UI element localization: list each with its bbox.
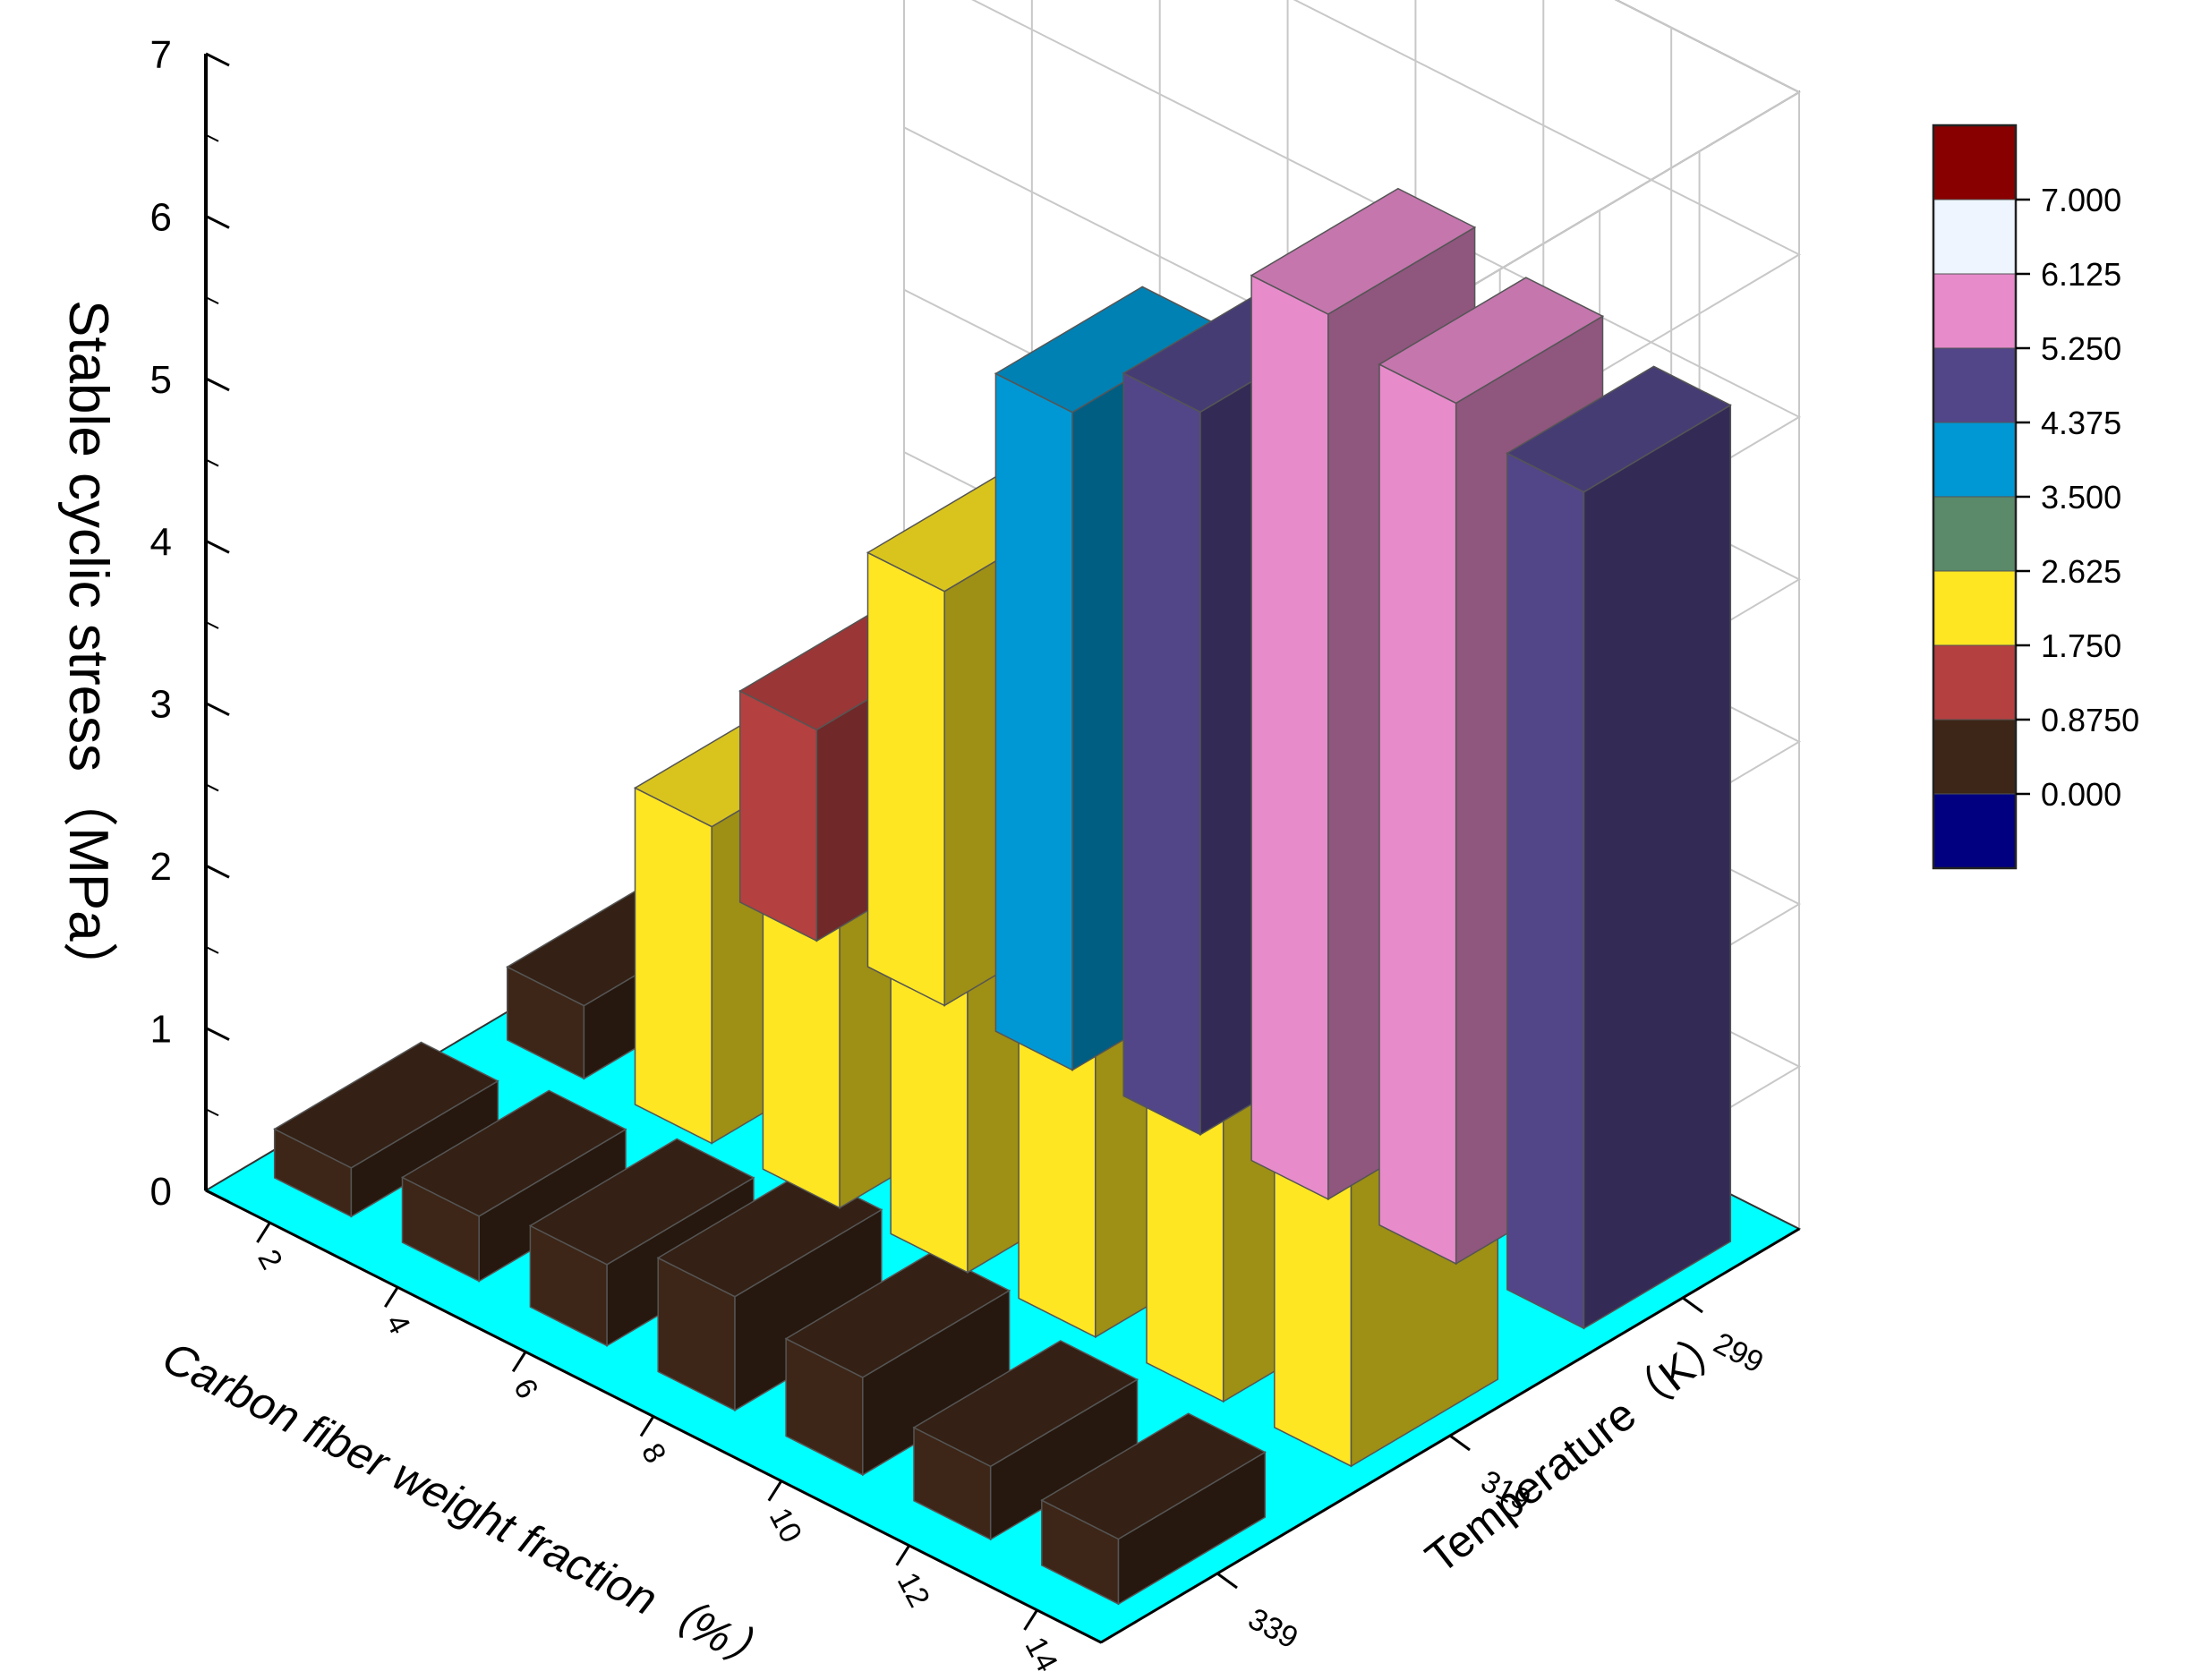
z-tick-label: 3	[150, 683, 172, 727]
z-minor-tick	[205, 621, 219, 629]
legend-swatch	[1933, 570, 2017, 646]
y-tick	[1682, 1296, 1703, 1314]
z-minor-tick	[205, 458, 219, 467]
x-tick-label: 2	[251, 1244, 288, 1275]
legend-swatch	[1933, 793, 2017, 869]
legend-level-label: 7.000	[2041, 182, 2121, 218]
legend-swatch	[1933, 273, 2017, 349]
z-tick	[205, 52, 230, 67]
z-tick	[205, 864, 230, 879]
z-tick	[205, 377, 230, 392]
legend-swatch	[1933, 199, 2017, 275]
bar-side-face	[1583, 404, 1732, 1330]
x-tick	[511, 1351, 527, 1373]
bar	[273, 1041, 499, 1218]
z-tick-label: 2	[150, 845, 172, 889]
z-tick-label: 5	[150, 358, 172, 402]
legend-level-label: 6.125	[2041, 256, 2121, 293]
bar-top-face	[784, 1250, 1011, 1378]
bar-front-face	[1122, 371, 1201, 1136]
chart-bars	[273, 187, 1732, 1606]
z-minor-tick	[205, 133, 219, 142]
x-tick-label: 12	[891, 1567, 936, 1613]
bar	[912, 1340, 1139, 1541]
x-tick-label: 4	[379, 1309, 416, 1340]
x-tick-label: 10	[763, 1503, 808, 1548]
x-tick-label: 14	[1019, 1632, 1064, 1677]
bar-top-face	[400, 1089, 627, 1217]
z-tick-label: 4	[150, 520, 172, 564]
bar-front-face	[634, 787, 713, 1145]
z-tick-label: 1	[150, 1008, 172, 1052]
legend-level-label: 3.500	[2041, 479, 2121, 516]
bar-front-face	[994, 372, 1073, 1071]
bar-top-face	[273, 1041, 499, 1169]
legend-swatch	[1933, 347, 2017, 423]
legend-swatch	[1933, 124, 2017, 200]
legend-swatch	[1933, 719, 2017, 795]
x-tick	[256, 1222, 271, 1243]
y-tick	[1216, 1572, 1238, 1590]
bar-top-face	[528, 1138, 755, 1266]
bar-top-face	[1378, 277, 1605, 405]
bar	[1506, 365, 1732, 1330]
z-tick	[205, 702, 230, 717]
z-axis: 0 1 2 3 4 5 6 7	[150, 33, 230, 1214]
legend-swatch	[1933, 496, 2017, 572]
legend-level-label: 1.750	[2041, 627, 2121, 664]
legend-swatch	[1933, 422, 2017, 498]
z-tick	[205, 215, 230, 229]
legend-swatch	[1933, 644, 2017, 721]
z-minor-tick	[205, 945, 219, 954]
z-minor-tick	[205, 296, 219, 305]
x-tick	[1023, 1609, 1038, 1631]
bar-front-face	[866, 551, 945, 1007]
legend-level-label: 0.8750	[2041, 702, 2139, 738]
bar-front-face	[738, 689, 818, 942]
bar	[400, 1089, 627, 1283]
z-minor-tick	[205, 783, 219, 792]
z-axis-label: Stable cyclic stress（MPa）	[57, 300, 119, 997]
bar	[784, 1250, 1011, 1477]
x-tick	[384, 1286, 399, 1309]
bar-top-face	[1250, 187, 1477, 315]
z-tick	[205, 1027, 230, 1041]
y-tick	[1449, 1434, 1471, 1452]
bar-front-face	[1250, 274, 1329, 1201]
bar-front-face	[1378, 362, 1457, 1266]
z-tick-label: 7	[150, 33, 172, 77]
x-tick	[767, 1480, 783, 1502]
z-tick	[205, 539, 230, 554]
bar-top-face	[912, 1340, 1139, 1468]
bar-top-face	[656, 1170, 883, 1298]
z-tick-label: 0	[150, 1170, 172, 1214]
y-tick-label: 339	[1242, 1602, 1303, 1656]
legend-level-label: 4.375	[2041, 405, 2121, 441]
x-tick-label: 6	[507, 1373, 544, 1404]
bar	[656, 1170, 883, 1412]
color-scale-legend: 0.000 0.8750 1.750 2.625 3.500 4.375 5.250 6.12…	[1932, 124, 2139, 870]
z-minor-tick	[205, 1108, 219, 1117]
bar-top-face	[1040, 1412, 1267, 1540]
z-tick-label: 6	[150, 195, 172, 239]
bar	[1040, 1412, 1267, 1606]
x-tick	[895, 1544, 910, 1566]
legend-level-label: 5.250	[2041, 330, 2121, 367]
legend-level-label: 2.625	[2041, 553, 2121, 590]
legend-level-label: 0.000	[2041, 776, 2121, 813]
bar-front-face	[1506, 452, 1585, 1330]
x-tick	[639, 1415, 655, 1437]
x-tick-label: 8	[635, 1437, 672, 1469]
bar-top-face	[1506, 365, 1732, 493]
